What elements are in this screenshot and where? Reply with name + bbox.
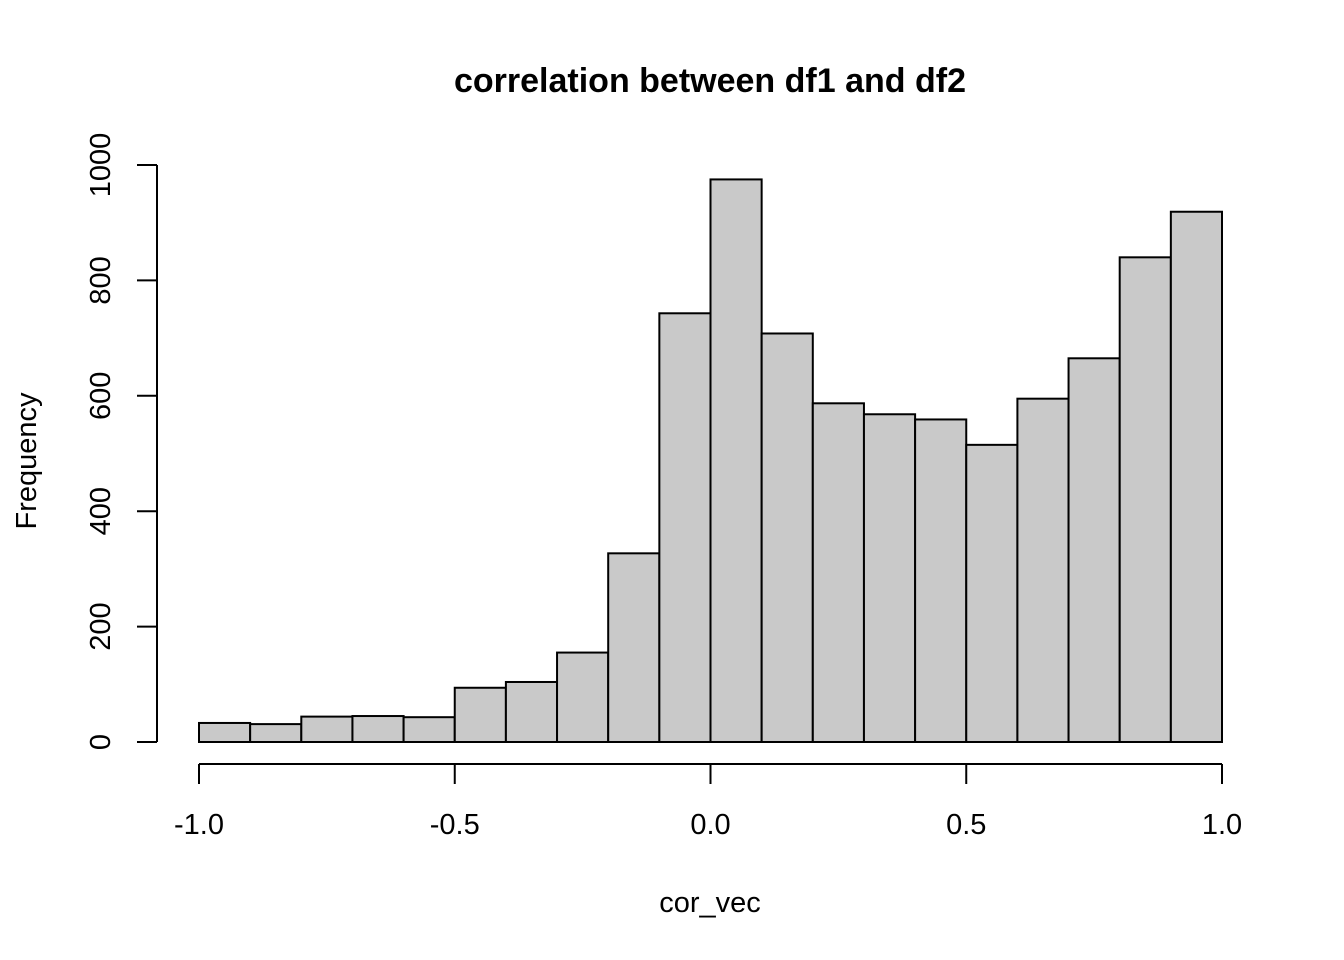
chart-title: correlation between df1 and df2 [454, 62, 966, 100]
histogram-bar [198, 721, 252, 743]
y-tick-label: 1000 [85, 133, 117, 198]
x-tick-label: -0.5 [430, 809, 480, 841]
x-tick-label: 0.0 [690, 809, 730, 841]
histogram-bar [1169, 210, 1223, 743]
histogram-bar [1118, 256, 1172, 743]
y-axis-label: Frequency [11, 392, 43, 530]
histogram-bar [709, 178, 763, 744]
x-tick-label: 1.0 [1202, 809, 1242, 841]
histogram-bar [402, 716, 456, 744]
histogram-bar [914, 418, 968, 743]
y-tick-label: 800 [85, 256, 117, 304]
y-tick-label: 200 [85, 602, 117, 650]
histogram-bar [504, 680, 559, 744]
x-axis: -1.0 -0.5 0.0 0.5 1.0 [174, 763, 1242, 841]
y-tick-label: 0 [85, 734, 117, 750]
x-tick-label: 0.5 [946, 809, 986, 841]
histogram-bar [453, 686, 507, 744]
x-axis-label: cor_vec [659, 887, 761, 919]
y-tick-label: 400 [85, 487, 117, 535]
histogram-bar [811, 402, 865, 743]
histogram-bar [607, 552, 661, 743]
histogram-bar [249, 723, 303, 743]
y-axis: 0 200 400 600 800 1000 [85, 133, 158, 750]
histogram-bar [556, 651, 610, 743]
histogram-bar [862, 413, 917, 743]
x-tick-label: -1.0 [174, 809, 224, 841]
histogram-bar [1016, 397, 1070, 743]
y-tick-label: 600 [85, 372, 117, 420]
histogram-bar [351, 715, 405, 743]
histogram-bar [760, 332, 814, 743]
histogram-bar [965, 443, 1019, 743]
histogram-bar [1067, 357, 1121, 743]
histogram-bar [658, 312, 712, 743]
bars-group [198, 178, 1223, 744]
histogram-bar [300, 715, 354, 743]
